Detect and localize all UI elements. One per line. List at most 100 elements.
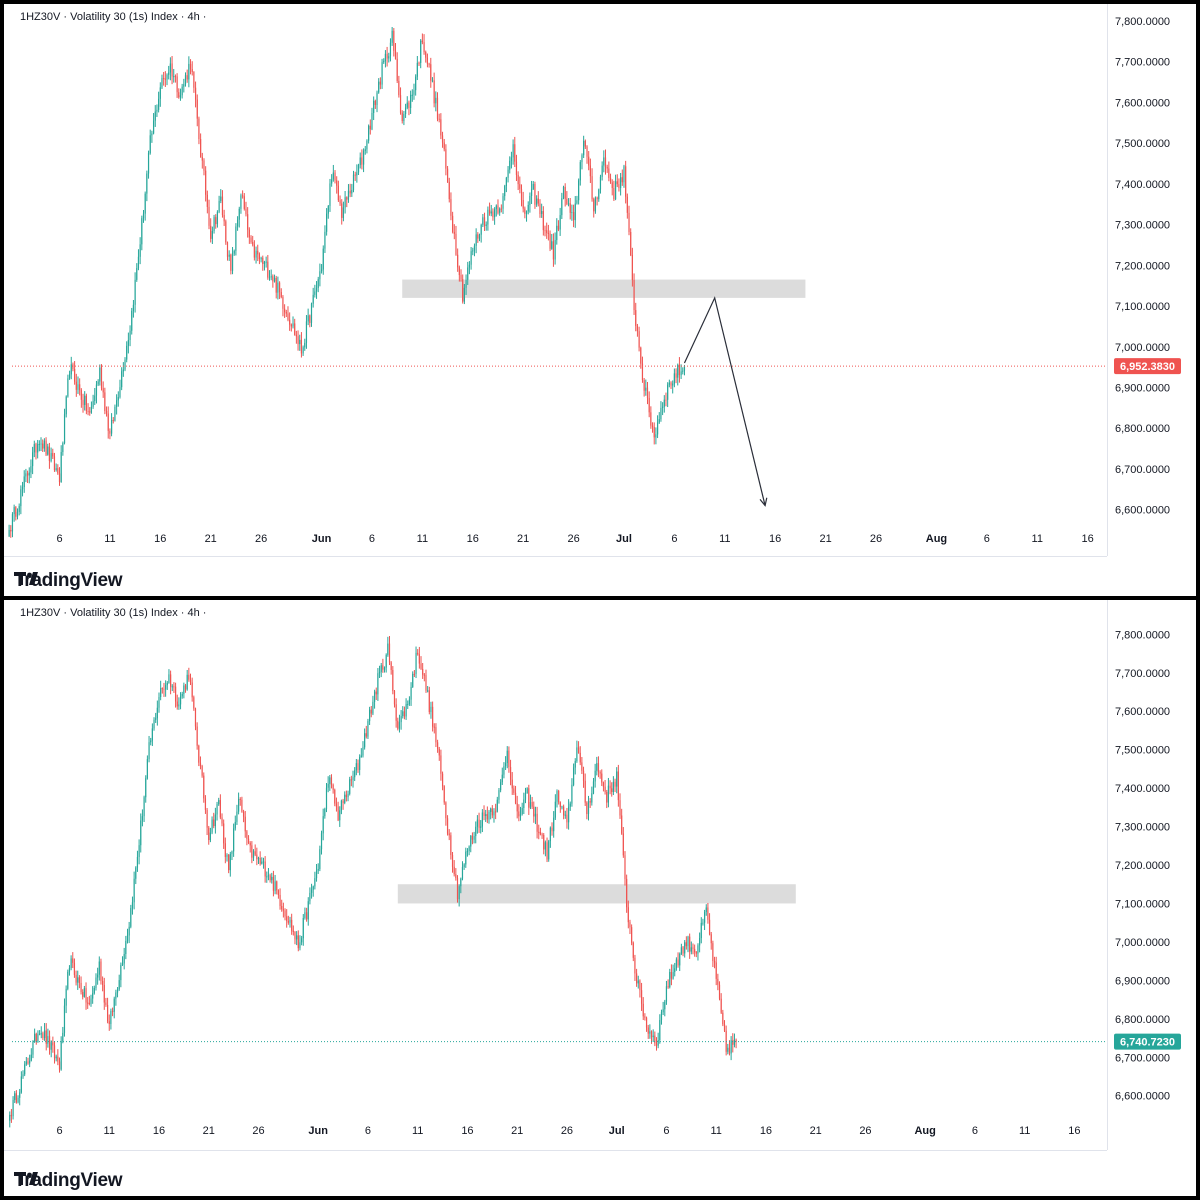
candle-body [189,63,192,70]
candle-body [129,330,131,340]
candle-body [460,878,462,887]
candle-body [707,907,709,920]
candle-body [284,910,286,917]
candle-body [12,1099,14,1117]
candle-body [201,766,203,776]
candle-body [53,1045,56,1059]
candle-body [603,157,605,166]
candle-body [87,1002,89,1004]
time-tick-label: 26 [252,1125,264,1137]
candle-body [461,867,464,879]
candle-body [360,755,362,757]
chart-panel-bottom[interactable]: 7,800.0000 7,700.0000 7,600.0000 7,500.0000… [4,600,1196,1196]
candle-body [163,688,165,690]
candle-body [619,800,621,816]
candle-body [206,809,208,828]
candle-body [728,1047,731,1054]
candle-body [697,945,699,954]
candle-body [410,94,412,108]
candle-body [154,111,156,121]
candle-body [534,184,536,205]
candle-body [425,675,427,691]
candle-body [304,912,306,918]
tradingview-brand: TradingView [14,1170,123,1192]
candle-body [394,50,397,59]
candle-body [215,217,217,225]
candle-body [458,886,460,900]
candle-body [487,209,489,225]
time-tick-label: 26 [870,533,882,545]
candle-body [566,814,568,823]
candle-body [268,277,271,279]
candle-body [325,787,328,809]
candle-body [84,395,86,405]
candle-body [329,777,331,784]
candle-body [247,838,250,843]
chart-panel-top[interactable]: 7,800.0000 7,700.0000 7,600.0000 7,500.0000… [4,4,1196,596]
candle-body [378,671,381,674]
candle-body [116,400,118,407]
candle-body [174,76,177,78]
price-tick-label: 6,800.0000 [1115,423,1170,435]
candle-body [58,1061,61,1070]
candle-body [32,452,34,467]
candle-body [100,961,102,981]
candle-body [443,786,445,803]
candle-body [97,381,99,385]
candle-body [347,793,349,798]
candle-body [678,364,681,376]
candle-body [631,255,633,281]
time-tick-label: 11 [719,533,730,545]
candle-body [107,413,109,431]
candle-body [102,388,104,393]
candle-body [433,726,435,728]
candle-body [57,468,59,474]
candle-body [273,277,276,282]
candle-body [339,810,341,821]
candle-body [586,146,588,157]
time-tick-label: 16 [153,1125,165,1137]
candle-body [105,1002,107,1005]
candle-body [572,767,575,785]
candle-body [14,1093,16,1100]
candle-body [282,909,284,911]
candle-body [131,310,133,331]
candle-body [196,726,198,746]
candle-body [315,870,318,879]
candle-body [33,444,35,453]
candle-body [652,1035,654,1038]
candle-body [471,835,474,840]
candle-body [35,444,37,453]
resistance-zone [397,884,796,904]
candle-body [712,943,714,962]
candle-body [142,213,145,219]
candle-body [364,149,366,151]
candle-body [327,783,329,788]
candle-body [13,507,15,515]
candle-body [255,250,257,258]
candle-body [529,195,531,205]
candlestick-chart-bottom[interactable]: 7,800.0000 7,700.0000 7,600.0000 7,500.0000… [4,600,1196,1196]
candle-body [314,291,316,295]
candle-body [503,766,505,775]
candle-body [531,801,533,807]
candle-body [467,267,469,280]
candle-body [165,685,167,690]
candle-body [630,231,632,256]
candle-body [262,861,265,863]
candle-body [213,217,215,231]
candle-body [230,254,232,271]
candlestick-chart-top[interactable]: 7,800.0000 7,700.0000 7,600.0000 7,500.0000… [4,4,1196,596]
time-tick-label: 11 [412,1125,423,1137]
candle-body [667,384,669,400]
candle-body [80,390,82,400]
candle-body [220,196,222,201]
candle-body [476,819,478,827]
candle-body [650,1031,653,1038]
candle-body [121,371,123,388]
candle-body [690,947,692,952]
candle-body [83,988,85,997]
candle-body [710,934,712,944]
candle-body [362,747,364,756]
candle-body [485,224,487,226]
